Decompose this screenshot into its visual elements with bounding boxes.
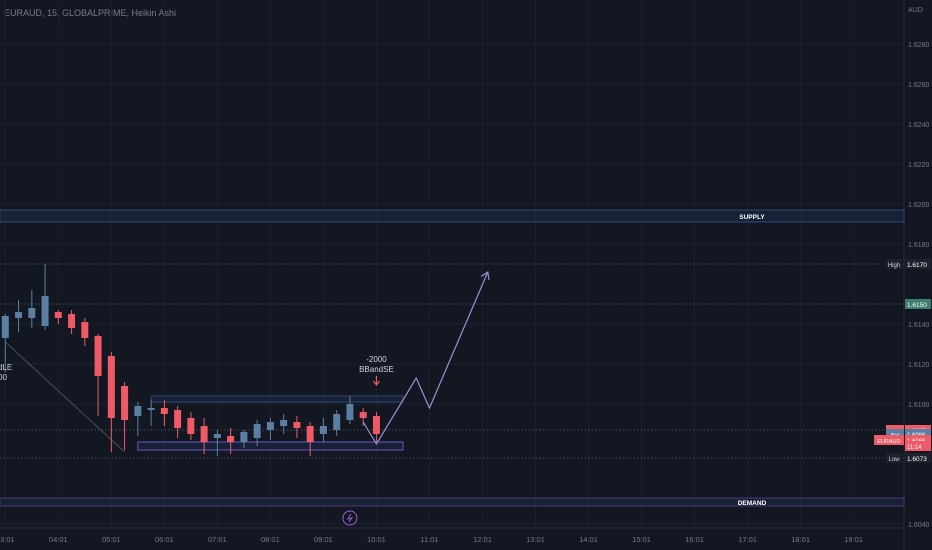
candle-bull[interactable]: [41, 296, 49, 326]
candle-bull[interactable]: [346, 404, 354, 420]
candle-bull[interactable]: [213, 434, 221, 438]
hline-price-low: 1.6073: [907, 456, 927, 463]
candle-bull[interactable]: [319, 426, 327, 434]
candle-bull[interactable]: [333, 414, 341, 430]
x-tick-label: 16:01: [685, 535, 704, 544]
candle-bear[interactable]: [54, 312, 62, 318]
hline-price-box-low: [905, 453, 931, 463]
y-tick-label: 1.6260: [908, 82, 930, 89]
candle-bull[interactable]: [147, 408, 155, 410]
candle-bear[interactable]: [81, 322, 89, 338]
x-tick-label: 09:01: [314, 535, 333, 544]
hline-tag-low: [886, 453, 902, 463]
candle-bull[interactable]: [134, 406, 142, 416]
signal-qty: 00: [0, 373, 7, 382]
price-tag-box: [905, 441, 931, 451]
x-tick-label: 07:01: [208, 535, 227, 544]
candle-bear[interactable]: [359, 412, 367, 418]
candle-bull[interactable]: [266, 422, 274, 430]
zone-demand[interactable]: [0, 497, 905, 507]
candle-bull[interactable]: [253, 424, 261, 438]
price-tag-box: [905, 435, 931, 445]
trend-line[interactable]: [4, 341, 125, 453]
zone-label-supply: SUPPLY: [739, 214, 765, 221]
hline-tag-label-high: High: [888, 263, 900, 269]
candle-bull[interactable]: [280, 420, 288, 426]
x-tick-label: 18:01: [791, 535, 810, 544]
x-tick-label: 06:01: [155, 535, 174, 544]
y-tick-label: 1.6280: [908, 42, 930, 49]
candle-bear[interactable]: [293, 422, 301, 428]
price-tag-value: 11:14: [907, 445, 922, 451]
lightning-icon[interactable]: [342, 510, 358, 526]
lightning-icon-glyph: [346, 513, 354, 523]
signal-label: dLE: [0, 363, 12, 372]
candle-bear[interactable]: [107, 356, 115, 418]
candle-bear[interactable]: [187, 418, 195, 434]
zone-range-top[interactable]: [150, 395, 404, 403]
price-tag-label-box: [874, 435, 904, 445]
price-tag-label-box: [886, 429, 904, 439]
y-tick-label: 1.6040: [908, 522, 930, 529]
hline-price-box-current: [905, 299, 931, 309]
signal-label: BBandSE: [359, 365, 394, 374]
candle-bull[interactable]: [240, 432, 248, 442]
x-tick-label: 03:01: [0, 535, 15, 544]
projection-path[interactable]: [362, 271, 489, 446]
candle-bull[interactable]: [15, 312, 23, 318]
projection-arrowhead: [480, 270, 490, 280]
hline-price-current: 1.6150: [907, 302, 927, 309]
y-tick-label: 1.6220: [908, 162, 930, 169]
price-tag-label: EURAUD: [877, 439, 900, 445]
x-tick-label: 04:01: [49, 535, 68, 544]
y-tick-label: 1.6180: [908, 242, 930, 249]
signal-qty: -2000: [366, 355, 387, 364]
y-tick-label: 1.6100: [908, 402, 930, 409]
candle-bear[interactable]: [160, 408, 168, 414]
x-tick-label: 11:01: [420, 535, 438, 544]
hline-price-box-high: [905, 259, 931, 269]
x-tick-label: 14:01: [579, 535, 598, 544]
y-tick-label: 1.6120: [908, 362, 930, 369]
x-tick-label: 17:01: [738, 535, 757, 544]
candle-bear[interactable]: [121, 386, 129, 420]
zone-range-bottom[interactable]: [137, 441, 404, 451]
candle-bear[interactable]: [200, 426, 208, 442]
x-tick-label: 13:01: [526, 535, 545, 544]
x-tick-label: 15:01: [632, 535, 651, 544]
candle-bear[interactable]: [94, 336, 102, 376]
x-tick-label: 08:01: [261, 535, 280, 544]
candle-bear[interactable]: [68, 314, 76, 328]
hline-tag-high: [886, 259, 902, 269]
candle-bull[interactable]: [1, 316, 9, 338]
candle-bear[interactable]: [306, 426, 314, 442]
x-tick-label: 12:01: [473, 535, 492, 544]
candle-bear[interactable]: [227, 436, 235, 442]
zone-label-demand: DEMAND: [738, 500, 767, 507]
zone-supply[interactable]: [0, 209, 905, 223]
x-tick-label: 05:01: [102, 535, 121, 544]
y-tick-label: 1.6200: [908, 202, 930, 209]
axis-unit-label: AUD: [908, 7, 923, 14]
x-tick-label: 10:01: [367, 535, 386, 544]
hline-price-high: 1.6170: [907, 262, 927, 269]
candle-bear[interactable]: [372, 416, 380, 434]
x-tick-label: 19:01: [844, 535, 863, 544]
price-tag-box: [905, 429, 931, 439]
symbol-title[interactable]: EURAUD, 15, GLOBALPRIME, Heikin Ashi: [4, 8, 177, 18]
candle-bull[interactable]: [28, 308, 36, 318]
y-tick-label: 1.6240: [908, 122, 930, 129]
y-tick-label: 1.6140: [908, 322, 930, 329]
candle-bear[interactable]: [174, 410, 182, 428]
hline-tag-label-low: Low: [888, 457, 900, 463]
signal-arrow-head: [372, 380, 380, 386]
